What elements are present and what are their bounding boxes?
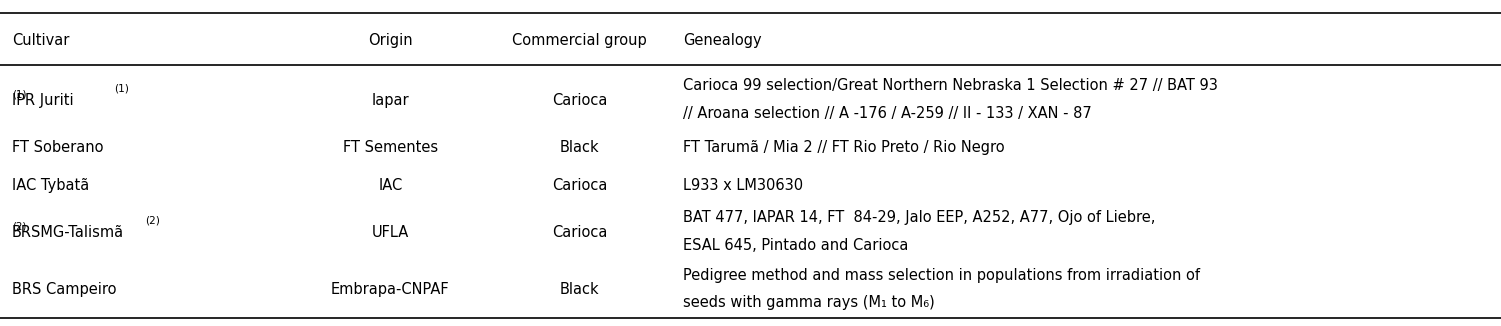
- Text: IAC: IAC: [378, 177, 402, 193]
- Text: seeds with gamma rays (M₁ to M₆): seeds with gamma rays (M₁ to M₆): [683, 295, 935, 310]
- Text: Genealogy: Genealogy: [683, 33, 761, 48]
- Text: UFLA: UFLA: [372, 225, 408, 240]
- Text: IAC Tybatã: IAC Tybatã: [12, 177, 89, 193]
- Text: Origin: Origin: [368, 33, 413, 48]
- Text: (2): (2): [12, 222, 27, 232]
- Text: Commercial group: Commercial group: [512, 33, 647, 48]
- Text: Cultivar: Cultivar: [12, 33, 69, 48]
- Text: FT Soberano: FT Soberano: [12, 140, 104, 155]
- Text: BRSMG-Talismã: BRSMG-Talismã: [12, 225, 125, 240]
- Text: Carioca 99 selection/Great Northern Nebraska 1 Selection # 27 // BAT 93: Carioca 99 selection/Great Northern Nebr…: [683, 79, 1217, 94]
- Text: Pedigree method and mass selection in populations from irradiation of: Pedigree method and mass selection in po…: [683, 268, 1199, 283]
- Text: Iapar: Iapar: [371, 93, 410, 108]
- Text: FT Sementes: FT Sementes: [342, 140, 438, 155]
- Text: Carioca: Carioca: [552, 177, 606, 193]
- Text: Embrapa-CNPAF: Embrapa-CNPAF: [330, 282, 450, 297]
- Text: Carioca: Carioca: [552, 225, 606, 240]
- Text: (2): (2): [144, 216, 159, 226]
- Text: L933 x LM30630: L933 x LM30630: [683, 177, 803, 193]
- Text: IPR Juriti: IPR Juriti: [12, 93, 74, 108]
- Text: Black: Black: [560, 140, 599, 155]
- Text: // Aroana selection // A -176 / A-259 // II - 133 / XAN - 87: // Aroana selection // A -176 / A-259 //…: [683, 106, 1091, 121]
- Text: (1): (1): [12, 89, 27, 99]
- Text: Black: Black: [560, 282, 599, 297]
- Text: BRS Campeiro: BRS Campeiro: [12, 282, 117, 297]
- Text: (1): (1): [114, 84, 129, 94]
- Text: ESAL 645, Pintado and Carioca: ESAL 645, Pintado and Carioca: [683, 238, 908, 253]
- Text: FT Tarumã / Mia 2 // FT Rio Preto / Rio Negro: FT Tarumã / Mia 2 // FT Rio Preto / Rio …: [683, 140, 1004, 155]
- Text: Carioca: Carioca: [552, 93, 606, 108]
- Text: BAT 477, IAPAR 14, FT  84-29, Jalo EEP, A252, A77, Ojo of Liebre,: BAT 477, IAPAR 14, FT 84-29, Jalo EEP, A…: [683, 211, 1156, 226]
